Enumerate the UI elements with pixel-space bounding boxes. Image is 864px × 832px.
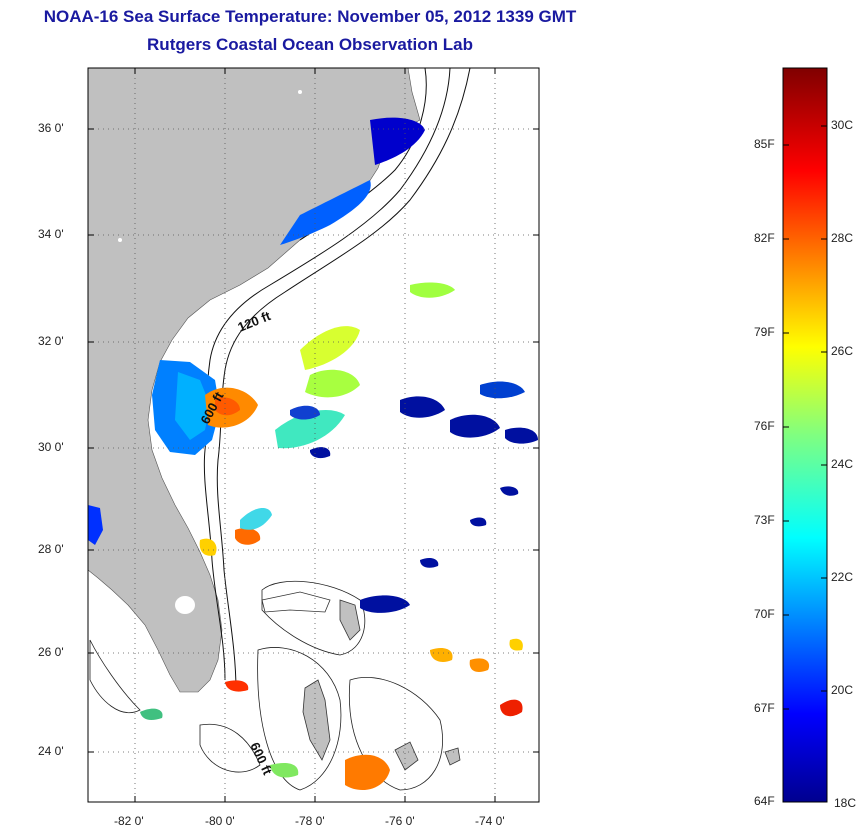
graticule	[88, 68, 539, 802]
lake-okeechobee	[175, 596, 195, 614]
colorbar-label-f: 70F	[754, 607, 775, 621]
lat-label: 34 0'	[38, 227, 64, 241]
bahamas-islands	[261, 591, 461, 771]
colorbar-label-c: 22C	[831, 570, 854, 584]
colorbar-label-c: 28C	[831, 231, 854, 245]
colorbar-label-f: 67F	[754, 701, 775, 715]
colorbar-ticks	[783, 125, 827, 710]
map-title: NOAA-16 Sea Surface Temperature: Novembe…	[43, 7, 577, 26]
lon-label: -82 0'	[114, 814, 144, 828]
lat-label: 24 0'	[38, 744, 64, 758]
lon-label: -78 0'	[295, 814, 325, 828]
lon-label: -76 0'	[385, 814, 415, 828]
lat-label: 36 0'	[38, 121, 64, 135]
colorbar-label-f: 76F	[754, 419, 775, 433]
lon-label: -80 0'	[205, 814, 235, 828]
map-ticks	[88, 68, 539, 802]
colorbar-label-f: 64F	[754, 794, 775, 808]
sst-warm-patches	[205, 282, 523, 790]
colorbar-label-f: 82F	[754, 231, 775, 245]
lon-label: -74 0'	[475, 814, 505, 828]
colorbar-gradient	[782, 67, 828, 803]
colorbar-label-c: 20C	[831, 683, 854, 697]
colorbar-label-c: 18C	[834, 796, 857, 810]
land-mainland	[88, 68, 421, 693]
colorbar-label-f: 79F	[754, 325, 775, 339]
lat-label: 30 0'	[38, 440, 64, 454]
sst-offshore-cold-patches	[290, 381, 538, 613]
sst-coastal-cold-water	[88, 117, 425, 545]
map-subtitle: Rutgers Coastal Ocean Observation Lab	[147, 35, 473, 54]
colorbar-label-c: 30C	[831, 118, 854, 132]
lat-label: 32 0'	[38, 334, 64, 348]
map-frame	[87, 67, 540, 803]
colorbar-label-c: 26C	[831, 344, 854, 358]
lat-label: 28 0'	[38, 542, 64, 556]
colorbar-label-f: 85F	[754, 137, 775, 151]
sst-mid-patches	[140, 326, 523, 778]
colorbar-label-f: 73F	[754, 513, 775, 527]
lat-label: 26 0'	[38, 645, 64, 659]
colorbar-label-c: 24C	[831, 457, 854, 471]
